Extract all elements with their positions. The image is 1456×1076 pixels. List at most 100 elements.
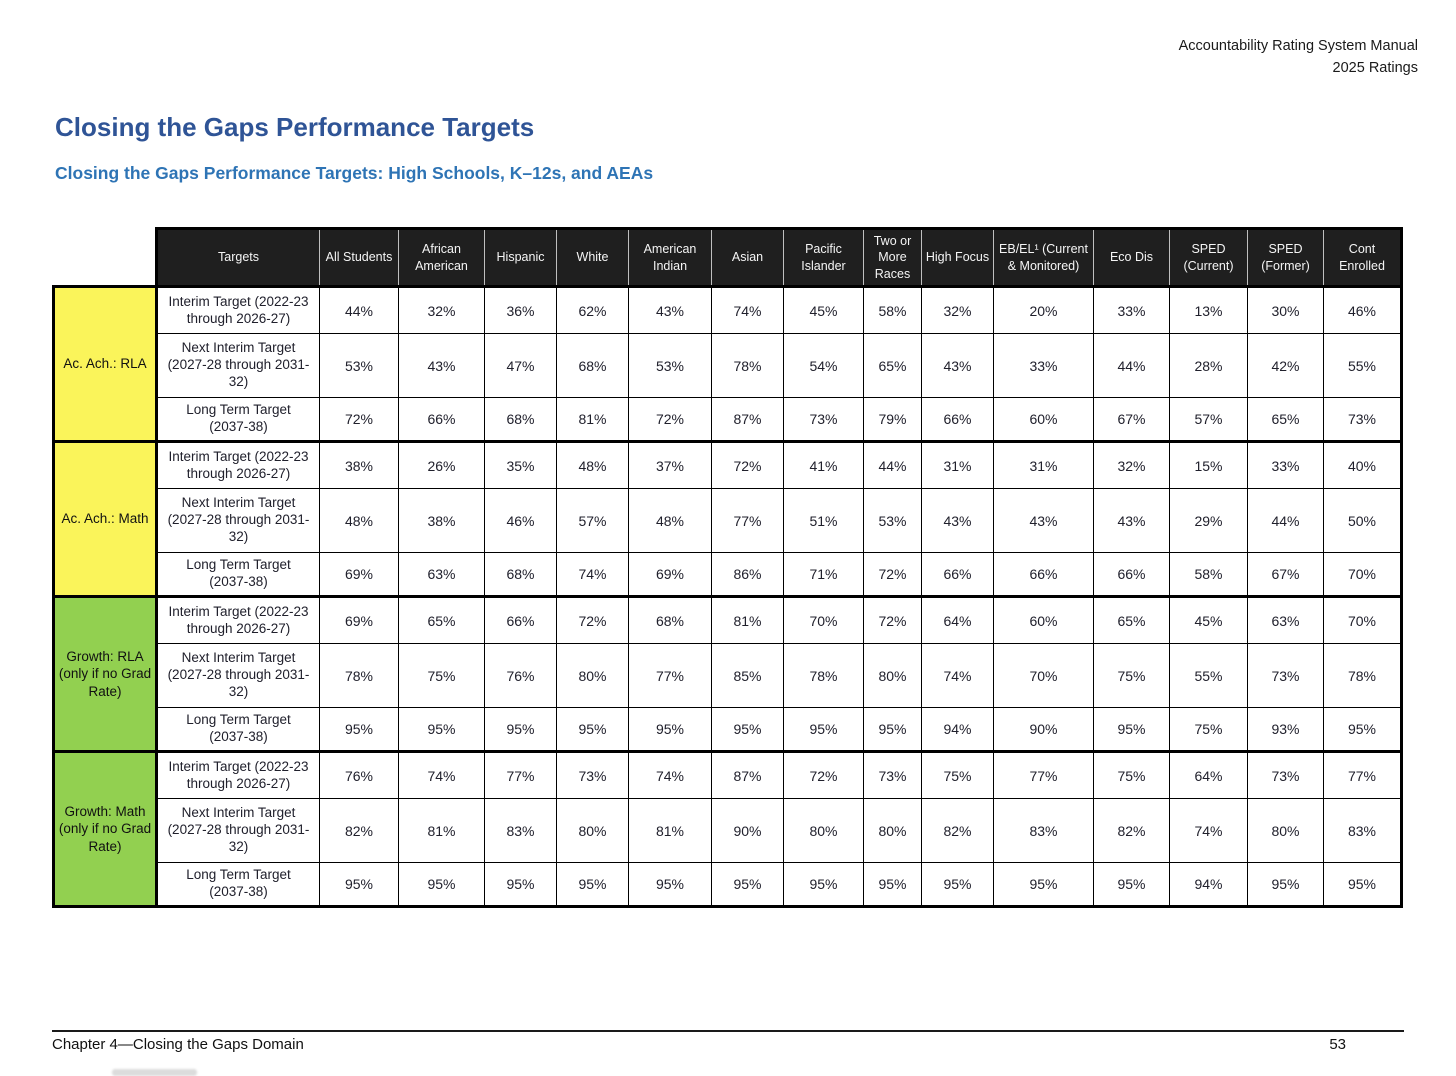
document-header-line2: 2025 Ratings	[1332, 59, 1418, 76]
row-group-label-growth-rla-only-if-no-grad-rate: Growth: RLA (only if no Grad Rate)	[52, 595, 158, 753]
value-cell: 74%	[711, 285, 784, 334]
value-cell: 81%	[556, 397, 629, 442]
value-cell: 66%	[921, 552, 994, 597]
value-cell: 70%	[1323, 552, 1403, 597]
value-cell: 60%	[993, 595, 1094, 644]
footer-page-number: 53	[1329, 1036, 1346, 1053]
value-cell: 28%	[1169, 333, 1248, 398]
value-cell: 95%	[556, 862, 629, 908]
value-cell: 90%	[711, 798, 784, 863]
value-cell: 57%	[1169, 397, 1248, 442]
table-header-row: Targets All Students African American Hispa…	[54, 227, 1403, 288]
value-cell: 64%	[1169, 750, 1248, 799]
value-cell: 95%	[1093, 862, 1170, 908]
value-cell: 95%	[711, 707, 784, 752]
value-cell: 71%	[783, 552, 864, 597]
column-header-pacific-islander: Pacific Islander	[783, 227, 864, 288]
value-cell: 82%	[319, 798, 399, 863]
value-cell: 67%	[1093, 397, 1170, 442]
value-cell: 77%	[484, 750, 557, 799]
value-cell: 93%	[1247, 707, 1324, 752]
value-cell: 44%	[319, 285, 399, 334]
column-header-cont-enrolled: Cont Enrolled	[1323, 227, 1403, 288]
value-cell: 76%	[484, 643, 557, 708]
value-cell: 33%	[1247, 440, 1324, 489]
target-label: Interim Target (2022-23 through 2026-27)	[156, 595, 320, 644]
value-cell: 77%	[1323, 750, 1403, 799]
value-cell: 82%	[1093, 798, 1170, 863]
value-cell: 72%	[783, 750, 864, 799]
value-cell: 75%	[1093, 643, 1170, 708]
value-cell: 15%	[1169, 440, 1248, 489]
value-cell: 68%	[484, 397, 557, 442]
value-cell: 95%	[993, 862, 1094, 908]
value-cell: 44%	[1093, 333, 1170, 398]
value-cell: 72%	[628, 397, 712, 442]
next-page-edge-artifact	[112, 1069, 197, 1076]
table-row: Next Interim Target (2027-28 through 203…	[54, 333, 1403, 398]
table-row: Next Interim Target (2027-28 through 203…	[54, 798, 1403, 863]
table-corner-spacer	[54, 229, 157, 287]
value-cell: 95%	[398, 862, 485, 908]
document-header-line1: Accountability Rating System Manual	[1178, 38, 1418, 54]
value-cell: 31%	[921, 440, 994, 489]
value-cell: 81%	[628, 798, 712, 863]
value-cell: 53%	[319, 333, 399, 398]
value-cell: 72%	[319, 397, 399, 442]
table-row: Long Term Target (2037-38) 95% 95% 95% 95% 95…	[54, 862, 1403, 908]
value-cell: 68%	[556, 333, 629, 398]
column-header-sped-former: SPED (Former)	[1247, 227, 1324, 288]
table-row: Long Term Target (2037-38) 69% 63% 68% 74% 69…	[54, 552, 1403, 597]
value-cell: 42%	[1247, 333, 1324, 398]
value-cell: 43%	[921, 333, 994, 398]
value-cell: 69%	[319, 595, 399, 644]
value-cell: 44%	[863, 440, 922, 489]
value-cell: 80%	[783, 798, 864, 863]
footer-divider	[52, 1030, 1404, 1032]
value-cell: 32%	[1093, 440, 1170, 489]
value-cell: 72%	[556, 595, 629, 644]
target-label: Interim Target (2022-23 through 2026-27)	[156, 750, 320, 799]
value-cell: 73%	[1247, 750, 1324, 799]
value-cell: 95%	[783, 862, 864, 908]
table-body: Ac. Ach.: RLA Interim Target (2022-23 thr…	[52, 285, 1403, 908]
value-cell: 77%	[628, 643, 712, 708]
value-cell: 78%	[319, 643, 399, 708]
value-cell: 95%	[1323, 862, 1403, 908]
value-cell: 38%	[398, 488, 485, 553]
value-cell: 66%	[921, 397, 994, 442]
value-cell: 54%	[783, 333, 864, 398]
value-cell: 48%	[556, 440, 629, 489]
value-cell: 65%	[863, 333, 922, 398]
column-header-high-focus: High Focus	[921, 227, 994, 288]
value-cell: 66%	[993, 552, 1094, 597]
value-cell: 95%	[628, 862, 712, 908]
value-cell: 78%	[783, 643, 864, 708]
value-cell: 55%	[1169, 643, 1248, 708]
page-subtitle: Closing the Gaps Performance Targets: Hi…	[55, 163, 654, 183]
value-cell: 46%	[484, 488, 557, 553]
value-cell: 20%	[993, 285, 1094, 334]
value-cell: 72%	[711, 440, 784, 489]
value-cell: 33%	[993, 333, 1094, 398]
table-row: Growth: Math (only if no Grad Rate) Inter…	[52, 750, 1403, 908]
value-cell: 68%	[628, 595, 712, 644]
target-label: Next Interim Target (2027-28 through 203…	[156, 643, 320, 708]
value-cell: 80%	[1247, 798, 1324, 863]
value-cell: 80%	[863, 798, 922, 863]
value-cell: 74%	[1169, 798, 1248, 863]
value-cell: 32%	[921, 285, 994, 334]
column-header-eb-el-current-monitored: EB/EL¹ (Current & Monitored)	[993, 227, 1094, 288]
value-cell: 95%	[1247, 862, 1324, 908]
value-cell: 35%	[484, 440, 557, 489]
value-cell: 66%	[398, 397, 485, 442]
value-cell: 81%	[711, 595, 784, 644]
value-cell: 94%	[1169, 862, 1248, 908]
value-cell: 44%	[1247, 488, 1324, 553]
value-cell: 65%	[1247, 397, 1324, 442]
page-footer: Chapter 4—Closing the Gaps Domain 53	[52, 1036, 1404, 1053]
value-cell: 95%	[863, 707, 922, 752]
value-cell: 63%	[398, 552, 485, 597]
value-cell: 95%	[863, 862, 922, 908]
value-cell: 62%	[556, 285, 629, 334]
